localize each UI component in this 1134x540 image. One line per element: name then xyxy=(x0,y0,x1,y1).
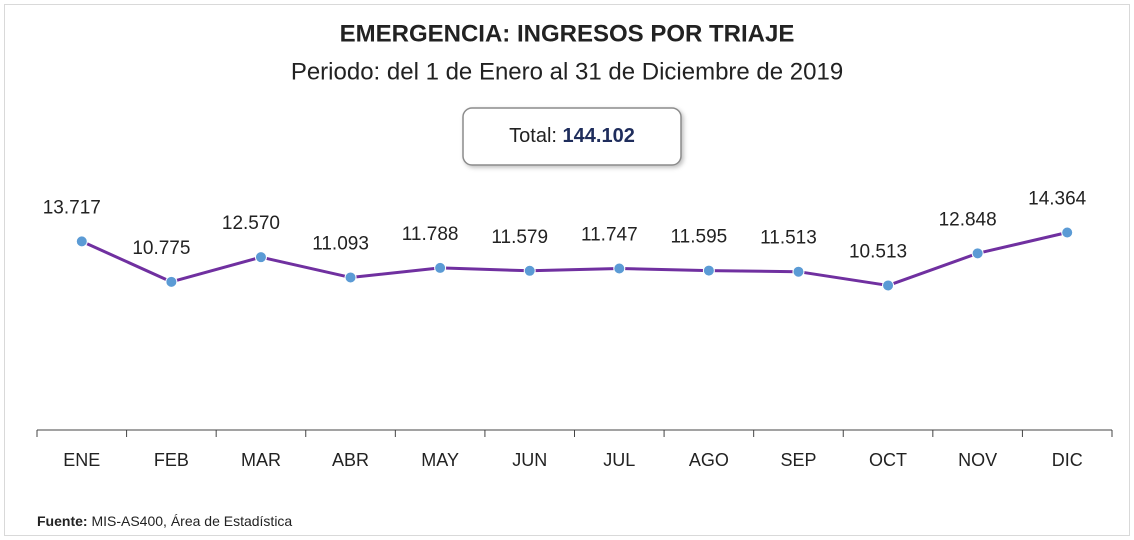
marker xyxy=(702,264,715,277)
x-tick-label: SEP xyxy=(780,450,816,470)
x-tick-label: JUL xyxy=(603,450,635,470)
source-label: Fuente: xyxy=(37,513,88,529)
data-label: 11.595 xyxy=(671,227,728,248)
x-tick-label: JUN xyxy=(512,450,547,470)
marker xyxy=(344,271,357,284)
x-tick-label: FEB xyxy=(154,450,189,470)
x-tick-label: AGO xyxy=(689,450,729,470)
marker xyxy=(613,262,626,275)
source-text: MIS-AS400, Área de Estadística xyxy=(91,513,292,529)
chart-title: EMERGENCIA: INGRESOS POR TRIAJE xyxy=(340,20,795,47)
total-label: Total: xyxy=(509,125,557,147)
x-tick-label: ENE xyxy=(63,450,100,470)
x-tick-label: MAY xyxy=(421,450,459,470)
data-label: 11.788 xyxy=(402,224,459,245)
data-label: 10.775 xyxy=(132,238,190,259)
data-label: 10.513 xyxy=(849,241,907,262)
chart-subtitle: Periodo: del 1 de Enero al 31 de Diciemb… xyxy=(291,58,843,85)
x-tick-label: MAR xyxy=(241,450,281,470)
data-label: 11.093 xyxy=(312,233,369,254)
marker xyxy=(523,264,536,277)
source: Fuente: MIS-AS400, Área de Estadística xyxy=(37,513,292,529)
total: Total: 144.102 xyxy=(509,125,635,147)
total-value: 144.102 xyxy=(563,125,635,147)
data-label: 13.717 xyxy=(43,197,101,218)
marker xyxy=(1061,226,1074,239)
marker xyxy=(165,275,178,288)
x-tick-label: OCT xyxy=(869,450,907,470)
marker xyxy=(971,247,984,260)
data-label: 11.747 xyxy=(581,224,638,245)
data-label: 11.579 xyxy=(491,227,548,248)
total-box xyxy=(462,107,682,166)
marker xyxy=(75,235,88,248)
x-tick-label: ABR xyxy=(332,450,369,470)
data-label: 12.570 xyxy=(222,213,280,234)
data-label: 14.364 xyxy=(1028,189,1087,210)
marker xyxy=(882,279,895,292)
marker xyxy=(254,251,267,264)
data-label: 11.513 xyxy=(760,228,817,249)
x-tick-label: NOV xyxy=(958,450,997,470)
marker xyxy=(792,265,805,278)
x-tick-label: DIC xyxy=(1052,450,1083,470)
marker xyxy=(434,261,447,274)
line xyxy=(81,231,1068,287)
data-label: 12.848 xyxy=(939,209,997,230)
